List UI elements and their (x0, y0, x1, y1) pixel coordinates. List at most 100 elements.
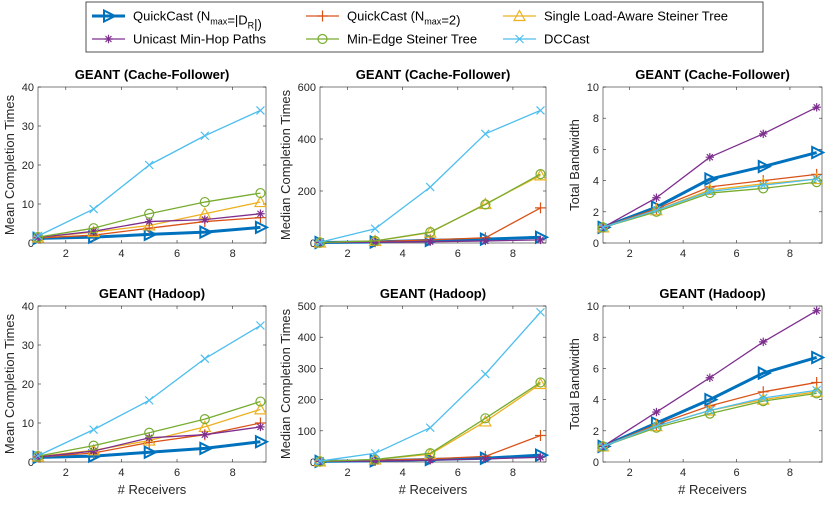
x-tick-label: 2 (63, 467, 69, 479)
x-tick-label: 8 (787, 467, 793, 479)
data-point-dccast (315, 237, 325, 247)
legend-box (85, 1, 764, 53)
x-tick-label: 2 (627, 248, 633, 260)
y-tick-label: 400 (298, 134, 316, 146)
legend-label-mest: Min-Edge Steiner Tree (347, 32, 477, 47)
y-axis-label: Mean Completion Times (2, 94, 17, 235)
data-point-slast (142, 218, 156, 231)
data-point-dccast (89, 425, 99, 435)
chart-title: GEANT (Hadoop) (99, 286, 205, 301)
y-tick-label: 20 (22, 160, 34, 172)
data-point-dccast (480, 369, 490, 379)
data-point-qc_full (143, 227, 158, 242)
chart-title: GEANT (Hadoop) (659, 286, 765, 301)
data-point-mest (370, 454, 381, 465)
chart-2: GEANT (Cache-Follower) 2 4 6 8 0 200 400 600 Medi… (278, 67, 550, 260)
y-tick-label: 40 (22, 301, 34, 313)
data-point-mest (480, 413, 491, 424)
legend-item-qc_full: QuickCast (Nmax=|DR|) (92, 9, 262, 32)
data-point-unicast (256, 209, 265, 218)
data-point-mest (758, 396, 769, 407)
data-point-dccast (812, 174, 822, 184)
data-point-unicast (200, 430, 210, 439)
series-mest (32, 187, 266, 243)
series-line-qc_full (602, 356, 818, 448)
data-point-qc2 (757, 386, 769, 398)
data-point-unicast (705, 153, 715, 162)
x-tick-label: 8 (510, 467, 516, 479)
data-point-qc_full (254, 434, 270, 449)
x-tick-label: 6 (174, 248, 180, 260)
data-point-mest (597, 222, 609, 233)
data-point-mest (597, 441, 609, 452)
data-point-unicast (426, 455, 435, 465)
legend-label-qc2: QuickCast (Nmax=2) (347, 9, 460, 28)
y-axis-label: Mean Completion Times (2, 313, 17, 454)
data-point-qc_full (199, 224, 214, 240)
data-point-dccast (758, 393, 768, 403)
legend-item-mest: Min-Edge Steiner Tree (306, 32, 477, 47)
y-tick-label: 10 (22, 418, 34, 430)
x-tick-label: 6 (455, 248, 461, 260)
data-point-qc_full (199, 441, 214, 456)
data-point-mest (425, 448, 436, 459)
y-tick-label: 4 (593, 176, 599, 188)
x-axis-label: # Receivers (399, 482, 468, 497)
chart-title: GEANT (Cache-Follower) (356, 67, 511, 82)
data-point-slast (253, 195, 267, 208)
data-point-dccast (812, 385, 822, 395)
legend-marker-slast (512, 9, 527, 22)
data-point-unicast (812, 103, 821, 112)
data-point-dccast (651, 421, 661, 431)
x-tick-label: 6 (733, 467, 739, 479)
series-unicast (33, 209, 265, 242)
data-point-slast (253, 402, 267, 415)
x-tick-label: 4 (400, 467, 406, 479)
data-point-mest (255, 187, 266, 199)
y-tick-label: 6 (593, 144, 599, 156)
y-axis-label: Median Completion Times (278, 89, 293, 240)
data-point-mest (811, 388, 822, 399)
data-point-mest (425, 226, 436, 238)
data-point-qc_full (811, 145, 826, 160)
data-point-unicast (536, 453, 545, 462)
y-tick-label: 0 (310, 457, 316, 469)
series-dccast (315, 105, 545, 247)
series-mest (597, 388, 822, 452)
data-point-unicast (33, 452, 43, 462)
data-point-unicast (89, 227, 98, 236)
y-tick-label: 40 (22, 82, 34, 94)
data-point-mest (314, 456, 326, 467)
chart-4: GEANT (Hadoop) 2 4 6 8 0 10 20 30 40 Mean Completi… (2, 286, 270, 497)
data-point-mest (32, 451, 44, 462)
data-point-unicast (426, 237, 435, 246)
data-point-dccast (33, 451, 43, 461)
y-tick-label: 600 (298, 82, 316, 94)
data-point-qc_full (704, 392, 719, 407)
data-point-slast (478, 414, 492, 427)
data-point-dccast (200, 131, 210, 141)
data-point-unicast (33, 233, 43, 242)
data-point-qc_full (143, 445, 158, 460)
legend-marker-qc2 (317, 10, 328, 22)
data-point-unicast (370, 238, 380, 247)
y-axis-label: Median Completion Times (278, 308, 293, 459)
legend-item-unicast: Unicast Min-Hop Paths (92, 32, 266, 47)
x-tick-label: 2 (344, 248, 350, 260)
y-tick-label: 200 (298, 395, 316, 407)
y-tick-label: 400 (298, 332, 316, 344)
data-point-mest (314, 237, 326, 248)
y-tick-label: 100 (298, 426, 316, 438)
x-tick-label: 8 (787, 248, 793, 260)
series-mest (314, 377, 546, 467)
chart-title: GEANT (Cache-Follower) (635, 67, 790, 82)
x-tick-label: 4 (680, 248, 686, 260)
data-point-unicast (705, 373, 715, 382)
data-point-unicast (536, 235, 545, 245)
data-point-dccast (425, 423, 435, 433)
data-point-dccast (598, 222, 608, 232)
data-point-dccast (651, 205, 661, 215)
legend-label-qc_full: QuickCast (Nmax=|DR|) (133, 9, 262, 32)
legend-marker-qc_full (103, 8, 118, 24)
